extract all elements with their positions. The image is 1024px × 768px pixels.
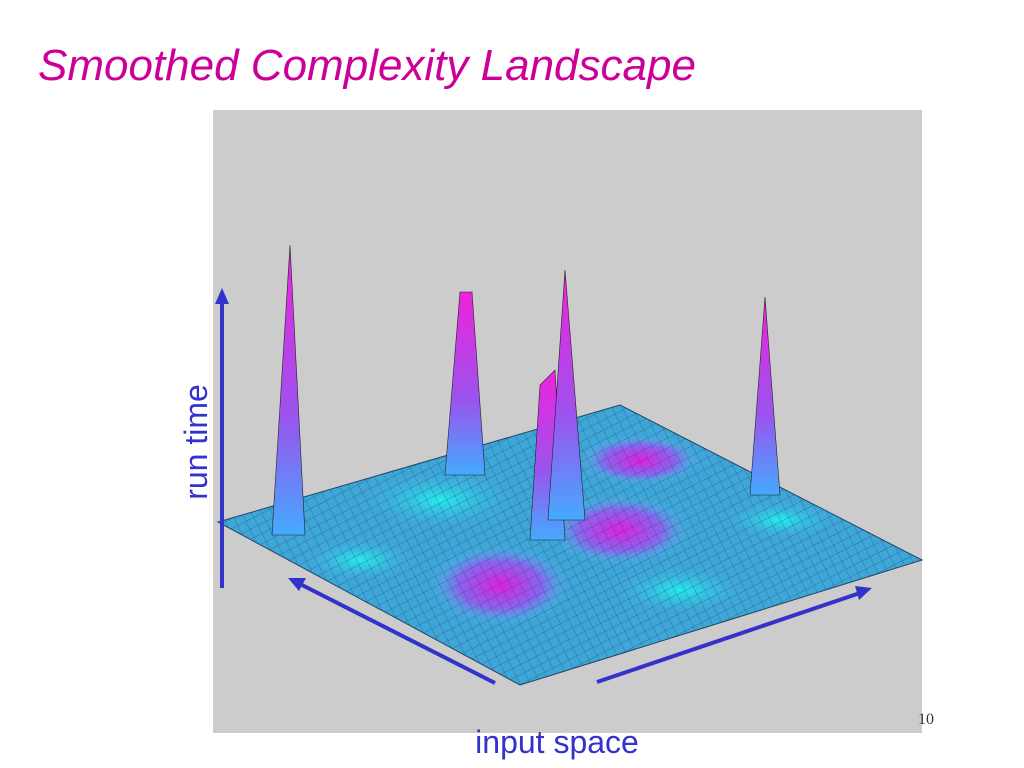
horizontal-label: input space — [475, 724, 639, 760]
slide-title: Smoothed Complexity Landscape — [38, 41, 696, 90]
vertical-label: run time — [178, 384, 214, 500]
arrows — [215, 288, 872, 685]
page-number: 10 — [918, 711, 934, 728]
surface — [216, 244, 924, 686]
